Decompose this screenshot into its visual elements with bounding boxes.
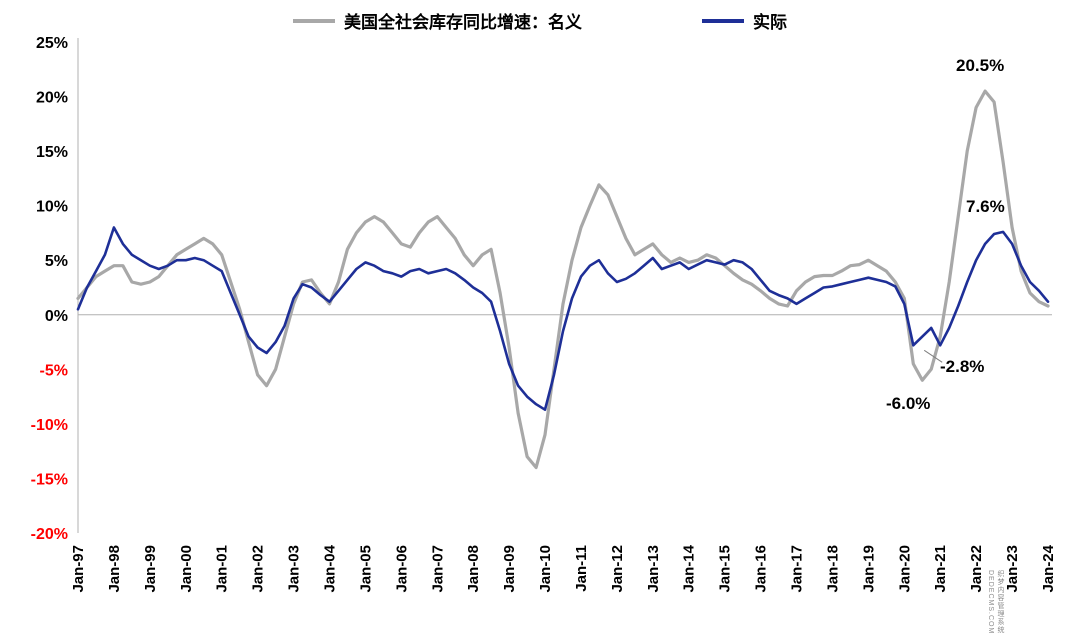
watermark-line1: 织梦内容管理系统 bbox=[997, 570, 1004, 634]
chart-legend: 美国全社会库存同比增速：名义 实际 bbox=[0, 8, 1080, 33]
x-tick-label: Jan-16 bbox=[753, 545, 770, 593]
y-tick-label: 0% bbox=[45, 308, 68, 325]
x-tick-label: Jan-23 bbox=[1004, 545, 1021, 593]
y-tick-label: 20% bbox=[36, 90, 68, 107]
x-tick-label: Jan-09 bbox=[501, 545, 518, 593]
x-tick-label: Jan-14 bbox=[681, 544, 698, 592]
x-tick-label: Jan-15 bbox=[717, 545, 734, 593]
y-tick-label: -5% bbox=[40, 362, 68, 379]
nominal-series-line bbox=[76, 89, 1050, 470]
annotation-trough-real: -2.8% bbox=[940, 357, 985, 376]
annotation-peak-nominal: 20.5% bbox=[956, 56, 1005, 75]
x-tick-label: Jan-13 bbox=[645, 545, 662, 593]
x-tick-label: Jan-20 bbox=[896, 545, 913, 593]
y-tick-label: -20% bbox=[31, 526, 68, 543]
x-tick-label: Jan-19 bbox=[860, 545, 877, 593]
x-tick-label: Jan-05 bbox=[357, 545, 374, 593]
x-tick-label: Jan-06 bbox=[393, 545, 410, 593]
x-tick-label: Jan-02 bbox=[250, 545, 267, 593]
x-tick-label: Jan-97 bbox=[70, 545, 87, 593]
nominal-line-swatch-icon bbox=[293, 18, 335, 23]
legend-item-real: 实际 bbox=[702, 8, 787, 33]
watermark: 织梦内容管理系统 DEDECMS.COM bbox=[987, 570, 1004, 634]
y-tick-label: 5% bbox=[45, 253, 68, 270]
x-tick-label: Jan-99 bbox=[142, 545, 159, 593]
x-tick-label: Jan-08 bbox=[465, 545, 482, 593]
y-tick-label: 10% bbox=[36, 199, 68, 216]
real-series-line bbox=[76, 226, 1050, 412]
legend-label-real: 实际 bbox=[753, 13, 787, 32]
watermark-line2: DEDECMS.COM bbox=[987, 569, 994, 634]
x-tick-label: Jan-17 bbox=[789, 545, 806, 593]
x-tick-label: Jan-21 bbox=[932, 545, 949, 593]
x-tick-label: Jan-07 bbox=[429, 545, 446, 593]
real-line-swatch-icon bbox=[702, 18, 744, 23]
y-tick-label: 15% bbox=[36, 144, 68, 161]
x-tick-label: Jan-98 bbox=[106, 545, 123, 593]
y-tick-label: -15% bbox=[31, 471, 68, 488]
x-tick-label: Jan-01 bbox=[214, 545, 231, 593]
x-tick-label: Jan-22 bbox=[968, 545, 985, 593]
y-tick-label: -10% bbox=[31, 417, 68, 434]
x-tick-label: Jan-00 bbox=[178, 545, 195, 593]
annotation-trough-nominal: -6.0% bbox=[886, 394, 931, 413]
x-tick-label: Jan-03 bbox=[286, 545, 303, 593]
legend-label-nominal: 美国全社会库存同比增速：名义 bbox=[344, 13, 582, 32]
x-tick-label: Jan-12 bbox=[609, 545, 626, 593]
x-tick-label: Jan-18 bbox=[824, 545, 841, 593]
x-tick-label: Jan-24 bbox=[1040, 544, 1057, 592]
annotation-leader-line bbox=[923, 349, 943, 363]
y-tick-label: 25% bbox=[36, 35, 68, 52]
x-tick-label: Jan-10 bbox=[537, 545, 554, 593]
x-tick-label: Jan-11 bbox=[573, 545, 590, 592]
x-tick-label: Jan-04 bbox=[321, 544, 338, 592]
annotation-peak-real: 7.6% bbox=[966, 197, 1005, 216]
legend-item-nominal: 美国全社会库存同比增速：名义 bbox=[293, 8, 582, 33]
